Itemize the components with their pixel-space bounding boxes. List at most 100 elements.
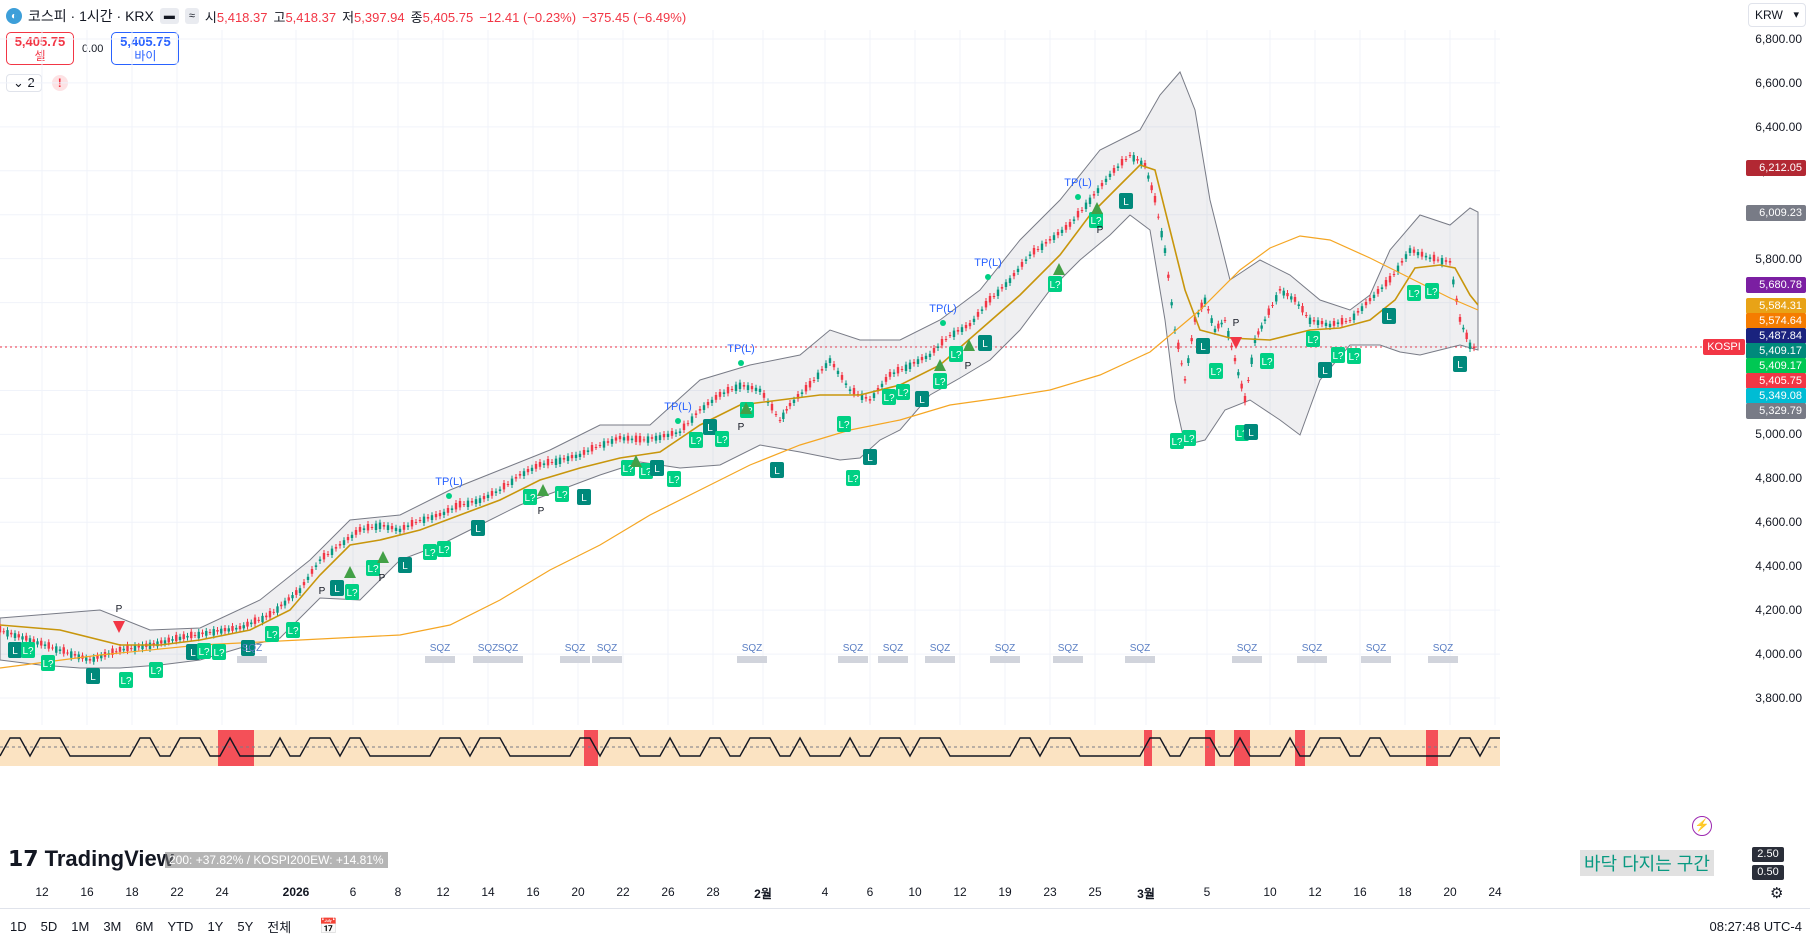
- candle-body: [578, 453, 582, 457]
- market-status-badge[interactable]: ▬: [159, 8, 179, 24]
- candle-body: [438, 513, 442, 517]
- range-button-5y[interactable]: 5Y: [237, 918, 254, 934]
- candle-body: [1380, 287, 1384, 289]
- candle-body: [880, 383, 884, 387]
- candle-body: [70, 651, 73, 658]
- candle-body: [896, 367, 900, 374]
- lightning-icon[interactable]: ⚡: [1692, 816, 1712, 836]
- time-axis-label: 6: [866, 885, 874, 899]
- buy-button[interactable]: 5,405.75 바이: [111, 32, 180, 65]
- candle-body: [932, 348, 936, 353]
- take-profit-label: TP(L): [974, 257, 1002, 269]
- time-axis-label: 12: [1308, 885, 1322, 899]
- price-tag: 5,680.78: [1746, 276, 1806, 293]
- candle-body: [118, 647, 122, 652]
- candle-body: [40, 640, 43, 646]
- candle-body: [864, 397, 868, 399]
- long-signal-marker: [555, 486, 569, 502]
- candle-body: [1416, 252, 1420, 256]
- calendar-icon[interactable]: 📅: [319, 918, 338, 935]
- currency-select[interactable]: KRW: [1748, 3, 1806, 27]
- candle-body: [1448, 261, 1452, 263]
- range-button-1y[interactable]: 1Y: [207, 918, 224, 934]
- candle-body: [1260, 325, 1263, 329]
- sell-button[interactable]: 5,405.75 셀: [6, 32, 74, 65]
- data-delay-badge[interactable]: ≈: [184, 8, 199, 24]
- squeeze-box: [925, 656, 955, 663]
- candle-body: [346, 537, 350, 541]
- range-button-1d[interactable]: 1D: [10, 918, 27, 934]
- symbol-name[interactable]: 코스피 · 1시간 · KRX: [28, 8, 154, 24]
- candle-body: [1316, 320, 1320, 325]
- long-signal-marker: [212, 644, 226, 660]
- buy-label: 바이: [134, 49, 157, 63]
- candle-body: [156, 641, 159, 647]
- take-profit-label: TP(L): [664, 401, 692, 413]
- long-signal-label: L?: [150, 666, 162, 677]
- candle-body: [1080, 210, 1084, 211]
- candle-body: [265, 615, 268, 618]
- candle-body: [510, 478, 514, 485]
- range-button-전체[interactable]: 전체: [267, 919, 292, 935]
- range-button-5d[interactable]: 5D: [40, 918, 58, 934]
- candle-body: [10, 632, 13, 635]
- candle-body: [670, 431, 674, 436]
- candle-body: [163, 640, 167, 644]
- candle-body: [658, 435, 662, 440]
- long-signal-marker: [689, 432, 703, 448]
- buy-triangle-marker: [344, 566, 356, 578]
- long-signal-marker: [1244, 424, 1258, 440]
- long-signal-marker: [1425, 283, 1439, 299]
- long-signal-label: L?: [1090, 216, 1102, 227]
- squeeze-box: [1428, 656, 1458, 663]
- candle-body: [1368, 298, 1372, 302]
- time-axis[interactable]: 12 16 18 22 24 2026 6 8 12 14 16 20 22 26 28 2월 4 6 10 12 19…: [0, 880, 1740, 902]
- candle-body: [354, 530, 358, 535]
- long-signal-marker: [1407, 285, 1421, 301]
- candle-body: [362, 528, 366, 530]
- time-axis-label: 20: [1443, 885, 1457, 899]
- candle-body: [598, 445, 602, 446]
- price-tag: 5,405.75: [1746, 373, 1806, 390]
- time-axis-label: 28: [706, 885, 720, 899]
- candle-body: [626, 435, 630, 441]
- long-signal-marker: [1347, 348, 1361, 364]
- candle-body: [414, 522, 418, 523]
- oscillator-zone: [1234, 730, 1250, 766]
- candle-body: [1187, 358, 1190, 363]
- range-button-6m[interactable]: 6M: [135, 918, 154, 934]
- clock-display[interactable]: 08:27:48 UTC-4: [1709, 919, 1803, 934]
- range-button-1m[interactable]: 1M: [71, 918, 90, 934]
- candle-body: [462, 504, 466, 505]
- candle-body: [1384, 280, 1388, 287]
- candle-body: [1116, 166, 1120, 168]
- pivot-label: P: [738, 422, 745, 433]
- time-axis-label: 5: [1203, 885, 1211, 899]
- squeeze-label: SQZ: [1366, 643, 1387, 654]
- candle-body: [1210, 318, 1213, 323]
- candle-body: [808, 381, 812, 388]
- candle-body: [522, 471, 526, 476]
- price-axis-label: 4,600.00: [1755, 515, 1802, 530]
- candle-body: [1036, 249, 1040, 250]
- candle-body: [261, 615, 264, 623]
- ohlc-key: 시: [204, 9, 217, 25]
- candle-body: [988, 296, 992, 303]
- candle-body: [976, 312, 980, 317]
- candle-body: [812, 380, 816, 381]
- price-tag: 5,329.79: [1746, 403, 1806, 420]
- candle-body: [1444, 260, 1448, 262]
- range-button-ytd[interactable]: YTD: [167, 918, 194, 934]
- gear-icon[interactable]: ⚙: [1770, 885, 1784, 902]
- buy-triangle-marker: [934, 359, 946, 371]
- candle-body: [590, 445, 594, 452]
- long-signal-label: L?: [622, 464, 634, 475]
- candle-body: [638, 436, 642, 443]
- time-axis-label: 12: [35, 885, 49, 899]
- range-button-3m[interactable]: 3M: [103, 918, 122, 934]
- candle-body: [1328, 323, 1332, 327]
- candle-body: [582, 450, 586, 455]
- candle-body: [1153, 196, 1157, 203]
- squeeze-label: SQZ: [565, 643, 586, 654]
